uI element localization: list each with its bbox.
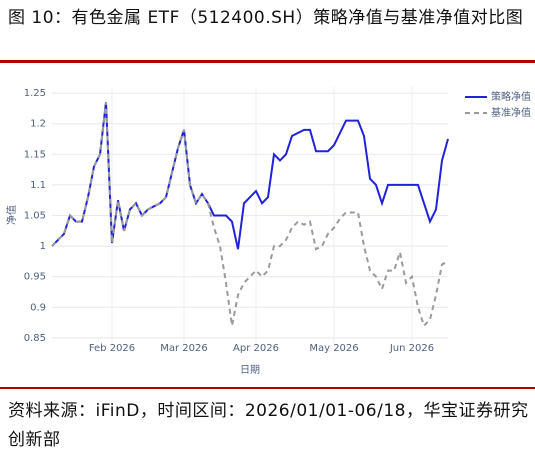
y-axis-label: 净值 xyxy=(5,205,18,225)
y-tick-label: 0.95 xyxy=(24,272,46,283)
x-tick-label: Feb 2026 xyxy=(89,343,135,354)
y-tick-label: 1.25 xyxy=(24,88,46,99)
x-axis-label: 日期 xyxy=(240,364,260,376)
x-tick-label: Apr 2026 xyxy=(233,343,279,354)
y-tick-label: 1.15 xyxy=(24,149,46,160)
y-tick-label: 1 xyxy=(40,241,46,252)
footer-rule xyxy=(0,387,535,389)
y-tick-label: 0.9 xyxy=(30,302,46,313)
y-tick-label: 0.85 xyxy=(24,333,46,344)
header-rule xyxy=(0,60,535,63)
source-note: 资料来源：iFinD，时间区间：2026/01/01-06/18，华宝证券研究创… xyxy=(8,401,529,450)
series-line xyxy=(51,102,449,250)
legend-label: 基准净值 xyxy=(491,106,531,119)
y-tick-label: 1.1 xyxy=(30,180,46,191)
x-tick-label: May 2026 xyxy=(309,343,358,354)
legend-label: 策略净值 xyxy=(491,90,531,103)
x-tick-label: Mar 2026 xyxy=(160,343,208,354)
y-tick-label: 1.2 xyxy=(30,119,46,130)
figure-title: 图 10：有色金属 ETF（512400.SH）策略净值与基准净值对比图 xyxy=(8,8,524,28)
x-tick-label: Jun 2026 xyxy=(389,343,434,354)
y-tick-label: 1.05 xyxy=(24,211,46,222)
